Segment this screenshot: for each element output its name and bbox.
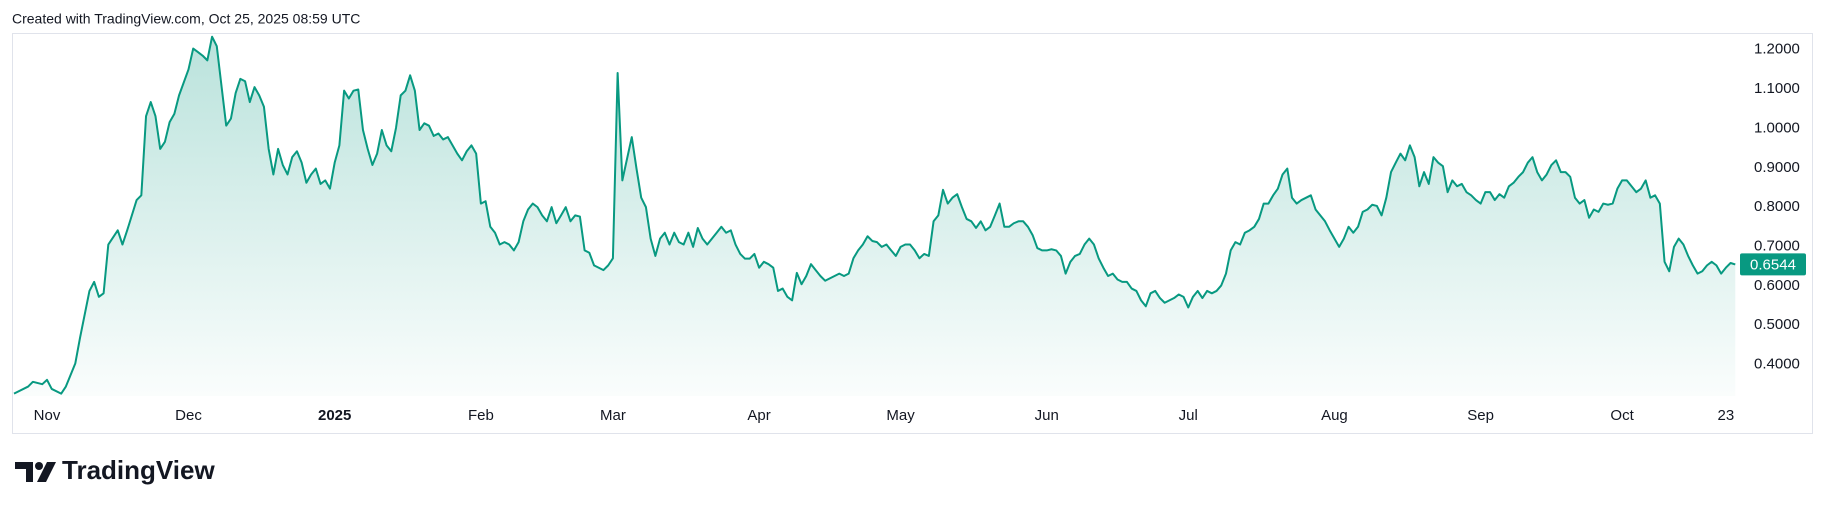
y-tick-label: 1.1000 — [1754, 80, 1800, 97]
logo-mark — [15, 462, 33, 482]
last-price-badge — [1740, 253, 1806, 276]
y-tick-label: 0.6000 — [1754, 277, 1800, 294]
y-tick-label: 1.2000 — [1754, 41, 1800, 58]
y-tick-label: 1.0000 — [1754, 119, 1800, 136]
x-tick-label: Jun — [1035, 407, 1059, 424]
x-tick-label: Jul — [1179, 407, 1198, 424]
x-tick-label: May — [886, 407, 915, 424]
x-tick-label: Nov — [34, 407, 61, 424]
area-fill — [14, 36, 1736, 396]
header-text: Created with TradingView.com, Oct 25, 20… — [12, 11, 360, 27]
x-tick-label: Sep — [1467, 407, 1494, 424]
logo-slash — [37, 462, 56, 482]
y-tick-label: 0.7000 — [1754, 237, 1800, 254]
x-tick-label: Apr — [747, 407, 770, 424]
brand-name: TradingView — [62, 455, 215, 485]
x-tick-label: 2025 — [318, 407, 351, 424]
x-tick-label: Feb — [468, 407, 494, 424]
x-tick-label: Aug — [1321, 407, 1348, 424]
x-tick-label: Dec — [175, 407, 202, 424]
price-line — [13, 35, 1736, 395]
logo-dot — [35, 462, 43, 470]
brand-logo — [15, 462, 56, 482]
last-price-label: 0.6544 — [1750, 256, 1796, 273]
y-tick-label: 0.8000 — [1754, 198, 1800, 215]
chart-frame — [12, 33, 1813, 434]
y-tick-label: 0.9000 — [1754, 159, 1800, 176]
x-tick-label: 23 — [1718, 407, 1735, 424]
plot: 0.4000 0.5000 0.6000 0.7000 0.8000 0.9000 1.00… — [13, 35, 1806, 424]
y-tick-label: 0.5000 — [1754, 316, 1800, 333]
x-tick-label: Oct — [1610, 407, 1634, 424]
x-tick-label: Mar — [600, 407, 626, 424]
y-tick-label: 0.4000 — [1754, 355, 1800, 372]
